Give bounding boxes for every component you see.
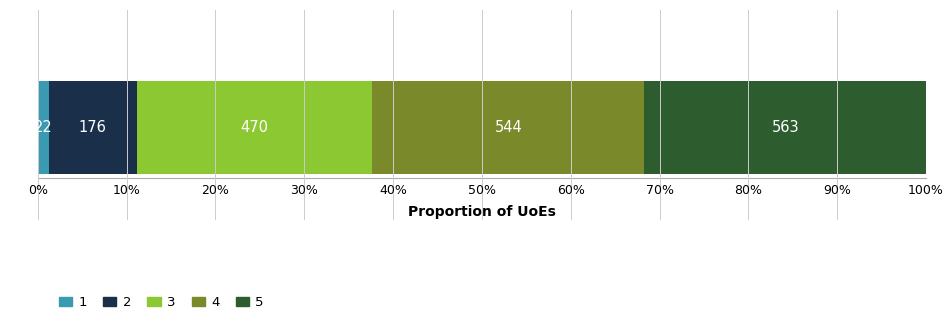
X-axis label: Proportion of UoEs: Proportion of UoEs [408,205,555,219]
Bar [372,81,644,174]
Text: 470: 470 [240,120,268,135]
Bar [49,81,137,174]
Text: 22: 22 [34,120,53,135]
Text: 544: 544 [494,120,521,135]
Bar [38,81,49,174]
Legend: 1, 2, 3, 4, 5: 1, 2, 3, 4, 5 [54,291,269,314]
Bar [137,81,372,174]
Text: 563: 563 [770,120,799,135]
Text: 176: 176 [79,120,107,135]
Bar [644,81,925,174]
